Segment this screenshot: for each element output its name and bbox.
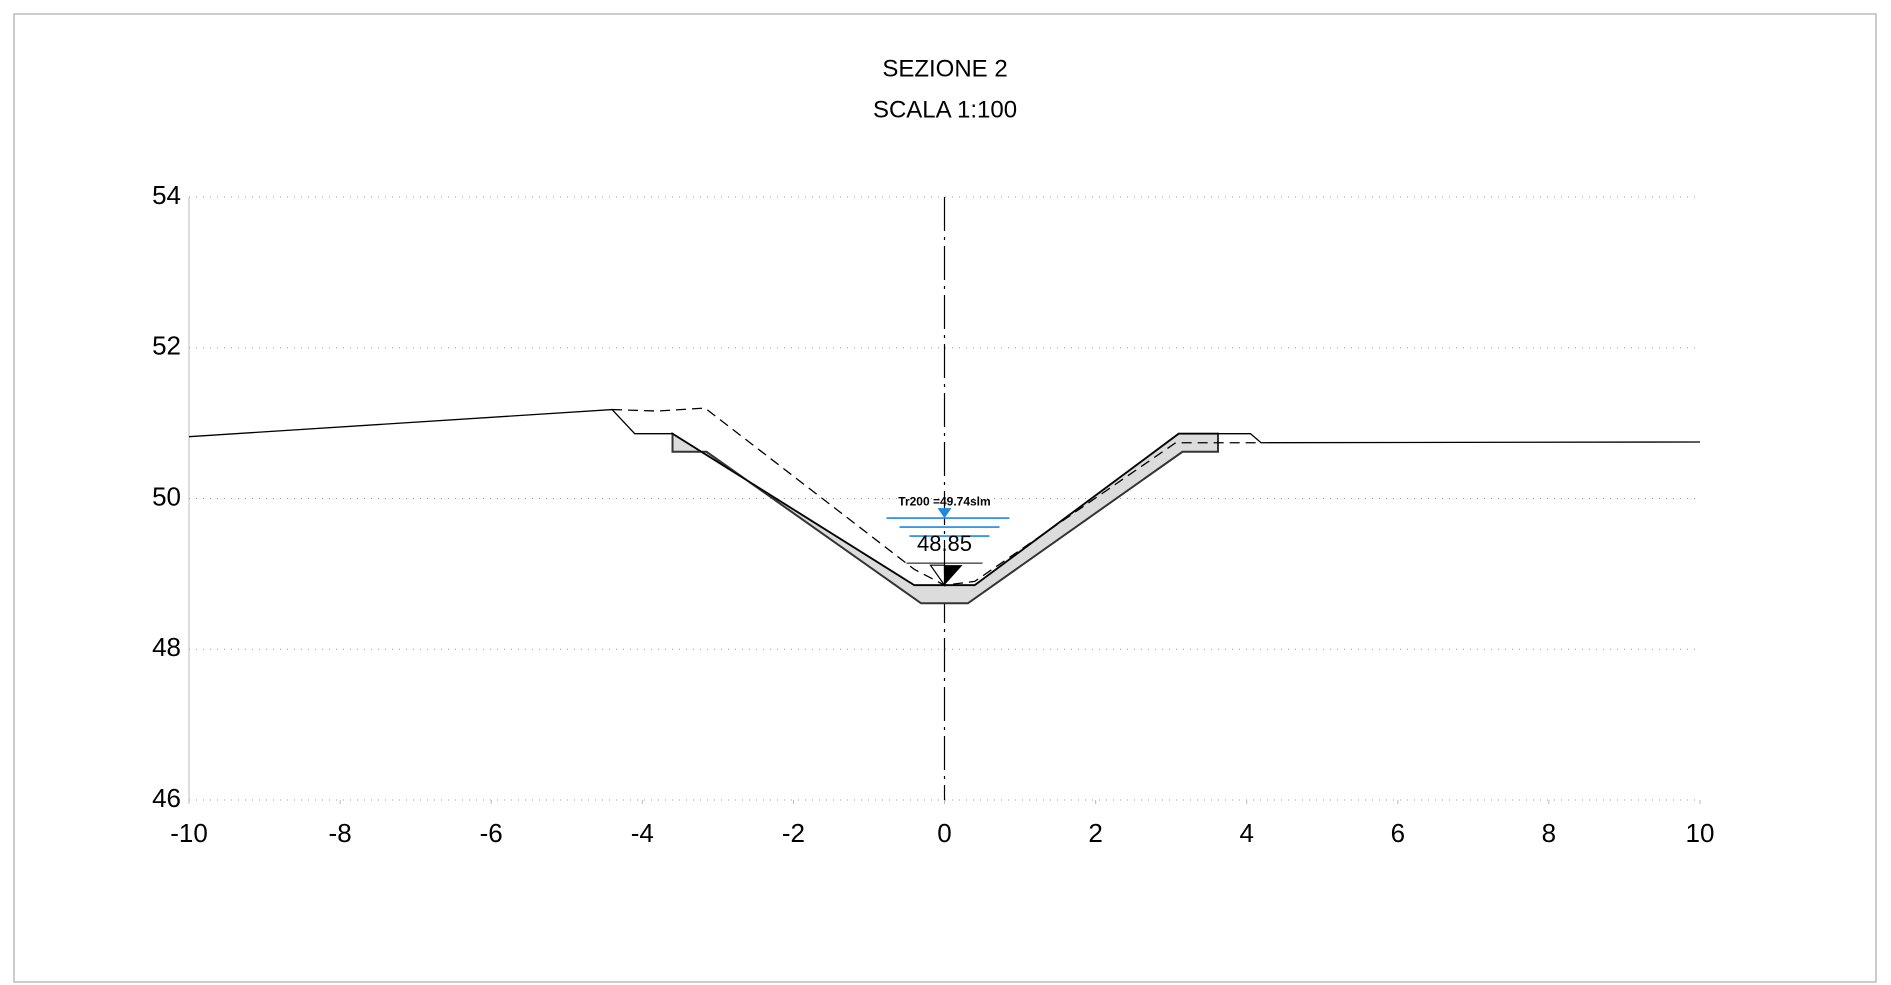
y-tick-label: 50 — [152, 481, 181, 511]
water-label: Tr200 =49.74slm — [898, 494, 990, 508]
x-tick-label: 8 — [1542, 818, 1556, 848]
x-tick-label: 6 — [1391, 818, 1405, 848]
level-label: 48.85 — [917, 531, 972, 556]
water-symbol — [937, 508, 952, 519]
level-symbol-fill — [944, 565, 963, 586]
y-tick-label: 48 — [152, 632, 181, 662]
x-tick-label: 2 — [1088, 818, 1102, 848]
y-tick-label: 54 — [152, 180, 181, 210]
x-tick-label: -4 — [631, 818, 654, 848]
x-tick-label: 4 — [1239, 818, 1253, 848]
chart-subtitle: SCALA 1:100 — [873, 96, 1017, 123]
x-tick-label: -10 — [170, 818, 208, 848]
x-tick-label: -8 — [329, 818, 352, 848]
existing-profile — [612, 407, 1262, 586]
design-profile — [188, 408, 1701, 586]
y-tick-label: 46 — [152, 783, 181, 813]
chart-title: SEZIONE 2 — [882, 55, 1007, 82]
x-tick-label: 0 — [937, 818, 951, 848]
x-tick-label: -6 — [480, 818, 503, 848]
x-tick-label: 10 — [1686, 818, 1715, 848]
y-tick-label: 52 — [152, 331, 181, 361]
x-tick-label: -2 — [782, 818, 805, 848]
